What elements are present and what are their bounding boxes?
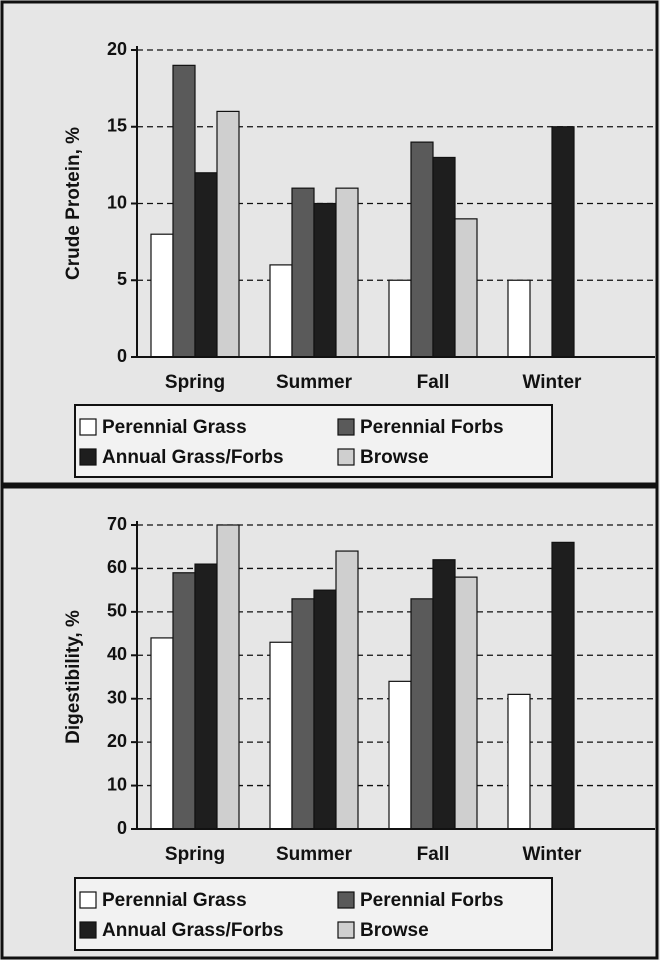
bar: [313, 202, 337, 358]
bar: [172, 572, 196, 830]
y-tick-label: 30: [107, 687, 127, 707]
x-tick-label: Winter: [523, 844, 583, 865]
bar: [454, 218, 478, 358]
legend-swatch: [337, 921, 355, 939]
x-tick-label: Winter: [523, 372, 583, 393]
bar: [454, 576, 478, 830]
legend-swatch: [337, 418, 355, 436]
y-tick-label: 10: [107, 192, 127, 212]
panel-border: [0, 485, 659, 960]
bar: [216, 110, 240, 358]
legend-label: Browse: [360, 447, 429, 468]
bar: [335, 187, 359, 358]
y-tick-label: 40: [107, 644, 127, 664]
bar: [507, 279, 531, 358]
x-tick-label: Spring: [165, 372, 225, 393]
legend-label: Annual Grass/Forbs: [102, 447, 284, 468]
bar: [269, 641, 293, 830]
y-tick-label: 5: [117, 269, 127, 289]
bar: [388, 680, 412, 830]
bar: [432, 559, 456, 830]
legend-box: [74, 404, 553, 478]
legend-swatch: [79, 418, 97, 436]
bar: [269, 264, 293, 358]
bar: [150, 637, 174, 830]
y-tick-label: 10: [107, 774, 127, 794]
legend-label: Annual Grass/Forbs: [102, 920, 284, 941]
bar: [551, 126, 575, 358]
y-axis-label: Digestibility, %: [63, 610, 84, 744]
bar: [507, 693, 531, 830]
bar: [216, 524, 240, 830]
bar: [291, 187, 315, 358]
y-tick-label: 70: [107, 514, 127, 534]
y-axis-label: Crude Protein, %: [63, 127, 84, 280]
x-tick-label: Summer: [276, 844, 353, 865]
legend-label: Perennial Forbs: [360, 417, 504, 438]
panel-border: [0, 0, 659, 486]
x-tick-label: Fall: [417, 844, 450, 865]
bar: [410, 141, 434, 358]
bar: [291, 598, 315, 830]
legend-swatch: [79, 448, 97, 466]
bar: [388, 279, 412, 358]
bar: [194, 172, 218, 358]
bar: [410, 598, 434, 830]
bar: [551, 541, 575, 830]
bar: [150, 233, 174, 358]
y-tick-label: 50: [107, 601, 127, 621]
bar: [313, 589, 337, 830]
x-tick-label: Fall: [417, 372, 450, 393]
y-tick-label: 60: [107, 557, 127, 577]
y-tick-label: 0: [117, 346, 127, 366]
y-tick-label: 20: [107, 731, 127, 751]
bar: [432, 156, 456, 358]
legend-label: Perennial Forbs: [360, 890, 504, 911]
legend-box: [74, 877, 553, 951]
x-tick-label: Summer: [276, 372, 353, 393]
legend-swatch: [337, 448, 355, 466]
legend-label: Perennial Grass: [102, 417, 247, 438]
bar: [335, 550, 359, 830]
y-tick-label: 15: [107, 116, 127, 136]
legend-label: Browse: [360, 920, 429, 941]
legend-swatch: [79, 921, 97, 939]
bar: [172, 64, 196, 358]
bar: [194, 563, 218, 830]
legend-label: Perennial Grass: [102, 890, 247, 911]
legend-swatch: [337, 891, 355, 909]
legend-swatch: [79, 891, 97, 909]
y-tick-label: 20: [107, 39, 127, 59]
y-tick-label: 0: [117, 818, 127, 838]
x-tick-label: Spring: [165, 844, 225, 865]
